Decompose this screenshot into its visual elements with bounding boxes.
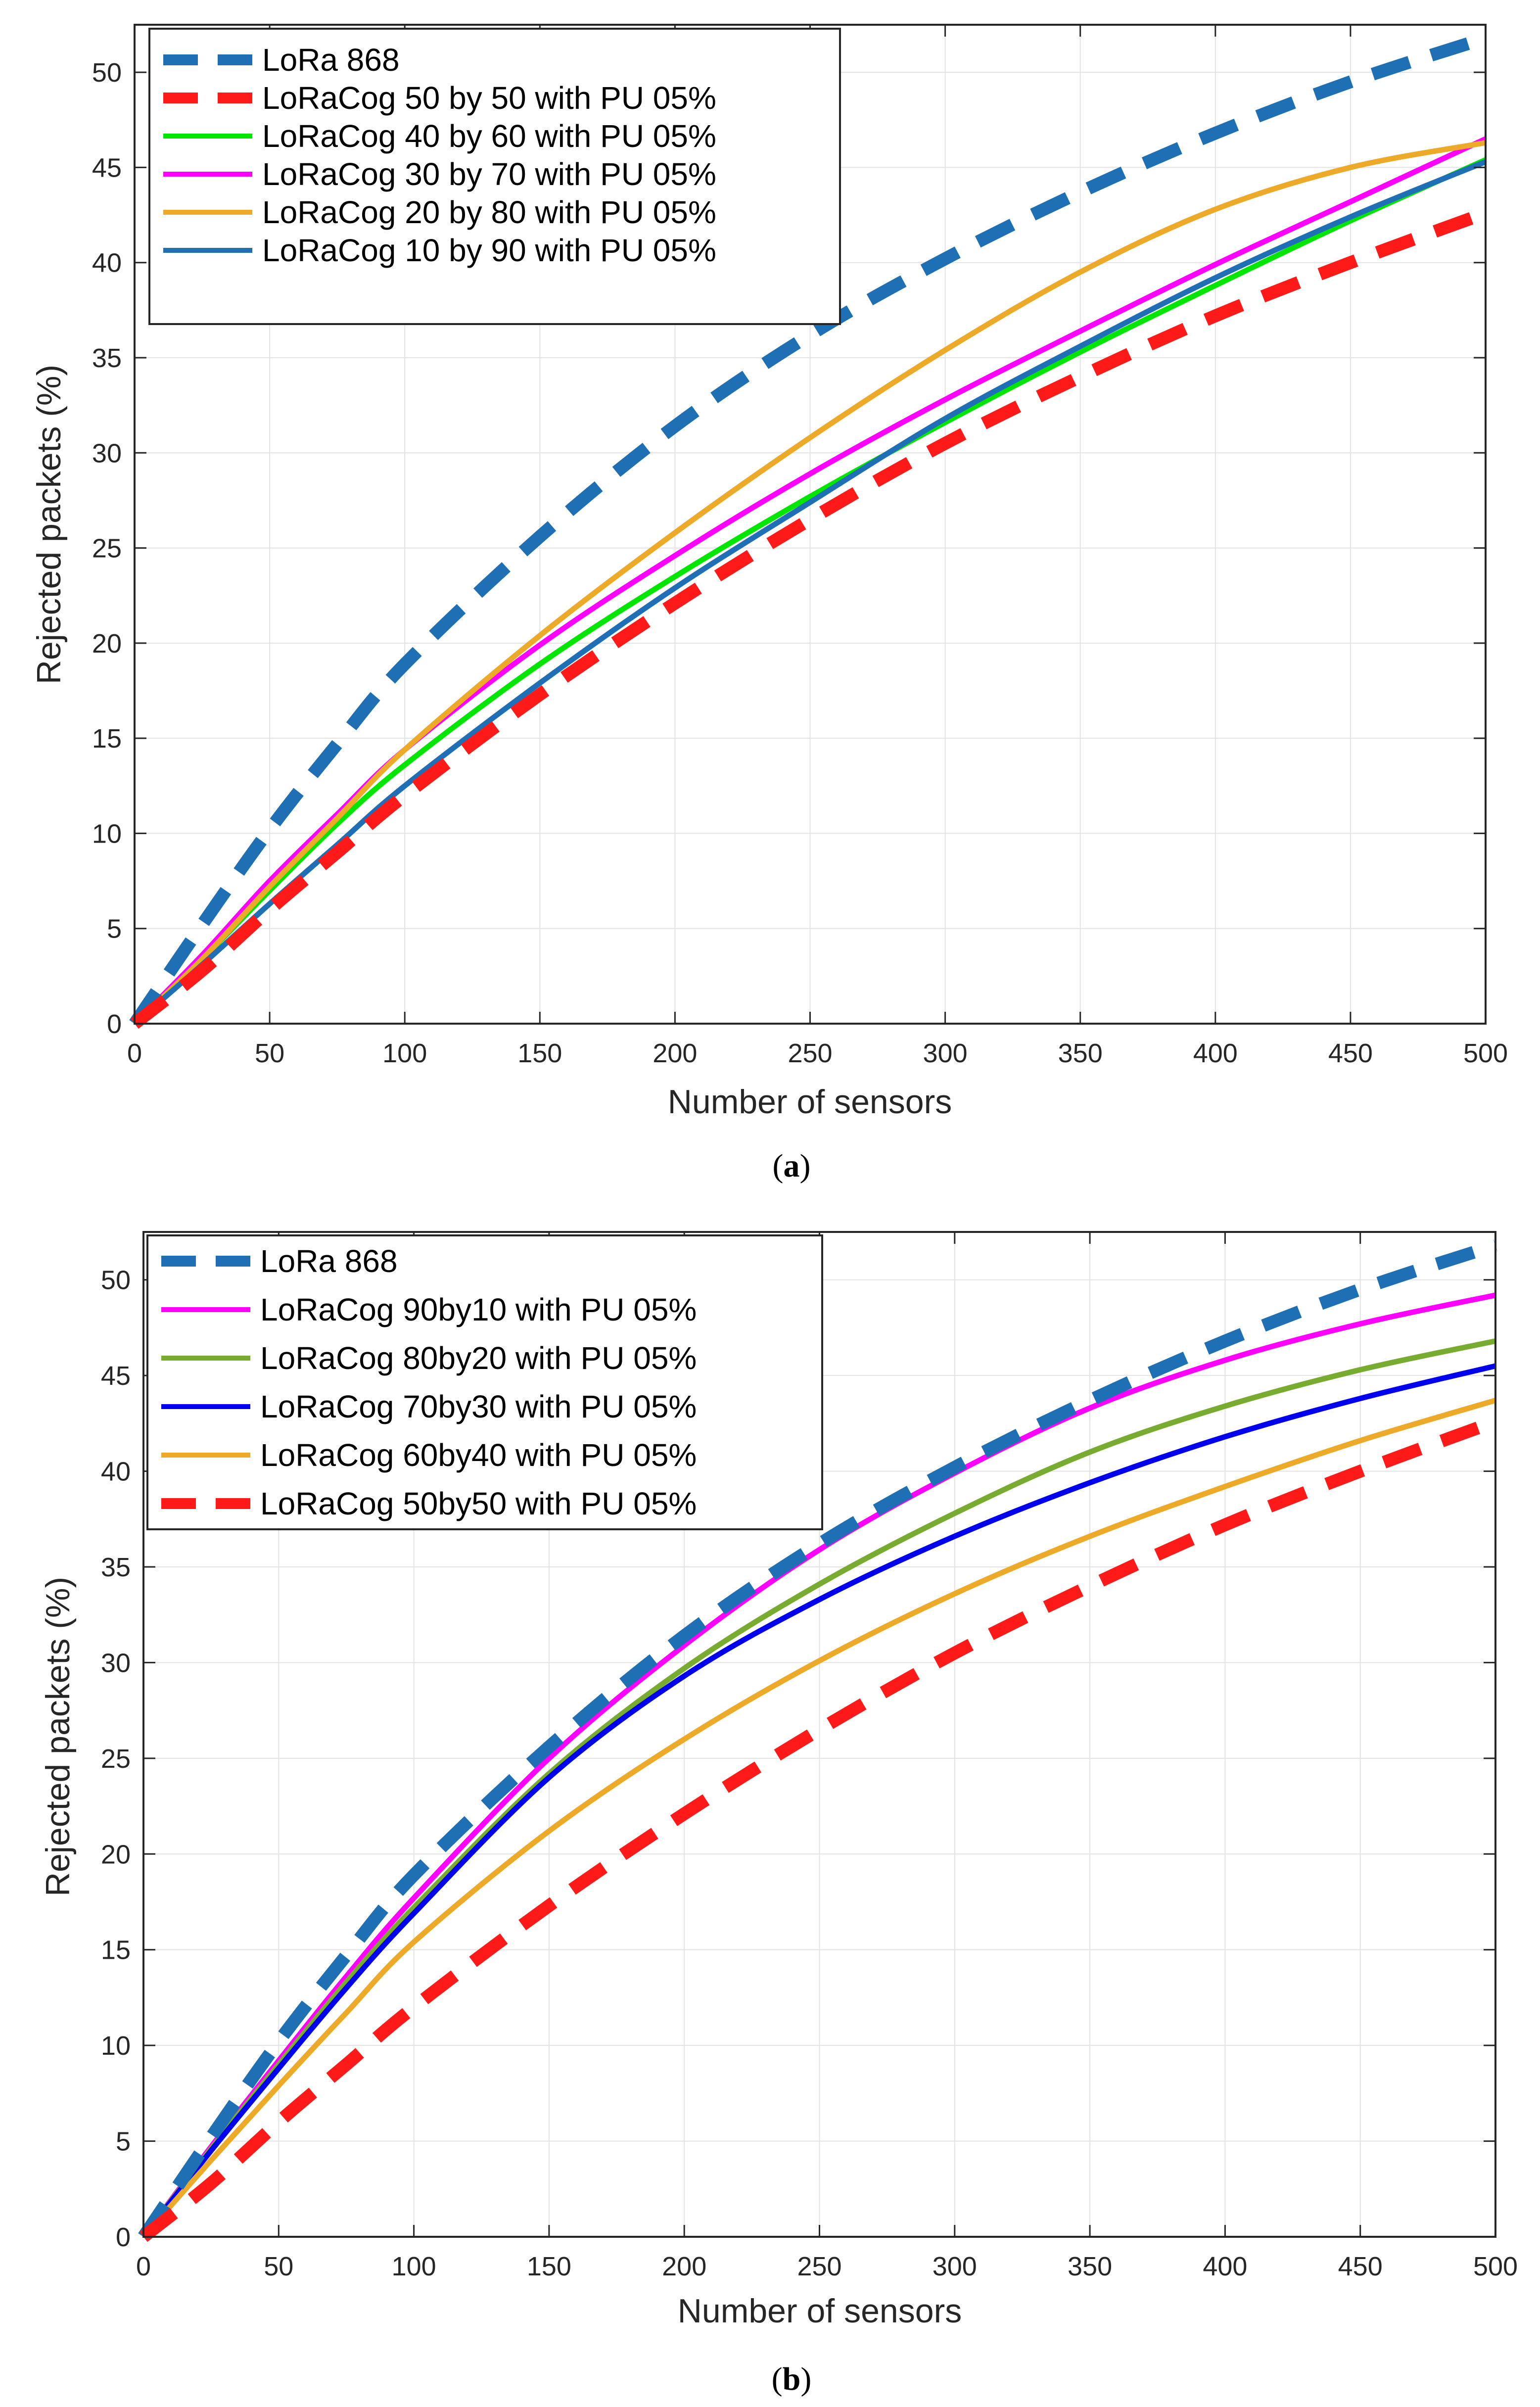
figure-caption-a: (a): [773, 1148, 811, 1184]
series-lines: [138, 1239, 1498, 2242]
x-tick-label: 500: [1473, 2252, 1518, 2281]
y-tick-label: 40: [92, 248, 122, 278]
x-tick-label: 300: [923, 1038, 968, 1068]
x-tick-label: 300: [933, 2252, 977, 2281]
y-tick-labels: 0 5 10 15 20 25 30 35 40 45 50: [101, 1266, 131, 2252]
legend-label-lora-868: LoRa 868: [262, 42, 400, 78]
y-tick-label: 5: [116, 2127, 131, 2157]
legend-label-loracog-90by10-with-pu-05pct: LoRaCog 90by10 with PU 05%: [260, 1292, 697, 1327]
series-line-loracog-60by40-with-pu-05pct: [141, 1398, 1496, 2239]
y-tick-label: 15: [92, 724, 122, 754]
legend-label-loracog-30-by-70-with-pu-05pct: LoRaCog 30 by 70 with PU 05%: [262, 156, 716, 192]
series-line-lora-868: [138, 1239, 1498, 2241]
y-tick-label: 45: [92, 153, 122, 183]
x-tick-label: 50: [255, 1038, 284, 1068]
x-tick-label: 100: [382, 1038, 427, 1068]
chart-panel-b: 0 50 100 150 200 250 300 350 400 450 500 0 5 10 15 20 2…: [39, 1231, 1518, 2397]
y-tick-label: 35: [92, 343, 122, 373]
caption-letter: b: [783, 2361, 801, 2397]
x-tick-label: 100: [392, 2252, 436, 2281]
y-tick-label: 45: [101, 1361, 131, 1391]
x-tick-label: 450: [1328, 1038, 1373, 1068]
y-tick-label: 30: [101, 1648, 131, 1678]
y-tick-label: 10: [92, 819, 122, 849]
x-tick-labels: 0 50 100 150 200 250 300 350 400 450 500: [127, 1038, 1508, 1068]
series-line-loracog-50by50-with-pu-05pct: [139, 1415, 1498, 2242]
legend-label-lora-868: LoRa 868: [260, 1243, 398, 1279]
x-tick-label: 150: [527, 2252, 571, 2281]
legend-label-loracog-60by40-with-pu-05pct: LoRaCog 60by40 with PU 05%: [260, 1437, 697, 1473]
axis-ticks: [142, 1232, 1496, 2238]
x-tick-label: 50: [264, 2252, 293, 2281]
x-tick-label: 250: [797, 2252, 841, 2281]
x-tick-label: 350: [1068, 2252, 1112, 2281]
y-tick-label: 20: [92, 629, 122, 659]
y-tick-label: 50: [92, 58, 122, 88]
legend-label-loracog-20-by-80-with-pu-05pct: LoRaCog 20 by 80 with PU 05%: [262, 194, 716, 230]
series-line-loracog-70by30-with-pu-05pct: [141, 1363, 1496, 2239]
y-tick-label: 15: [101, 1935, 131, 1965]
y-tick-label: 20: [101, 1840, 131, 1869]
legend-label-loracog-40-by-60-with-pu-05pct: LoRaCog 40 by 60 with PU 05%: [262, 118, 716, 154]
y-tick-label: 10: [101, 2031, 131, 2061]
x-tick-label: 200: [653, 1038, 697, 1068]
x-tick-labels: 0 50 100 150 200 250 300 350 400 450 500: [136, 2252, 1518, 2281]
x-tick-label: 400: [1203, 2252, 1247, 2281]
x-tick-label: 0: [136, 2252, 151, 2281]
x-axis-label: Number of sensors: [678, 2292, 962, 2330]
legend-label-loracog-70by30-with-pu-05pct: LoRaCog 70by30 with PU 05%: [260, 1389, 697, 1424]
x-tick-label: 500: [1463, 1038, 1508, 1068]
legend-box: [148, 28, 841, 325]
figure-caption-b: (b): [772, 2361, 812, 2397]
legend-label-loracog-50by50-with-pu-05pct: LoRaCog 50by50 with PU 05%: [260, 1486, 697, 1521]
x-tick-label: 250: [788, 1038, 832, 1068]
series-line-loracog-80by20-with-pu-05pct: [141, 1338, 1496, 2239]
y-axis-label: Rejected packets (%): [39, 1577, 77, 1896]
x-tick-label: 450: [1338, 2252, 1383, 2281]
y-tick-label: 35: [101, 1553, 131, 1582]
legend-label-loracog-80by20-with-pu-05pct: LoRaCog 80by20 with PU 05%: [260, 1340, 697, 1376]
x-tick-label: 400: [1193, 1038, 1238, 1068]
x-tick-label: 0: [127, 1038, 142, 1068]
legend-box: [146, 1234, 823, 1530]
y-tick-label: 5: [107, 914, 122, 944]
x-axis-label: Number of sensors: [668, 1083, 952, 1121]
y-tick-label: 25: [101, 1744, 131, 1774]
y-tick-labels: 0 5 10 15 20 25 30 35 40 45 50: [92, 58, 122, 1039]
y-tick-label: 0: [116, 2222, 131, 2252]
x-tick-label: 200: [662, 2252, 706, 2281]
x-tick-label: 150: [517, 1038, 562, 1068]
legend-label-loracog-50-by-50-with-pu-05pct: LoRaCog 50 by 50 with PU 05%: [262, 80, 716, 116]
series-line-loracog-40-by-60-with-pu-05pct: [133, 157, 1487, 1026]
series-line-loracog-50-by-50-with-pu-05pct: [130, 207, 1488, 1029]
series-line-loracog-20-by-80-with-pu-05pct: [133, 140, 1486, 1026]
series-line-lora-868: [129, 32, 1488, 1028]
y-tick-label: 30: [92, 438, 122, 468]
chart-panel-a: 0 50 100 150 200 250 300 350 400 450 500 0 5 10 15 20 2…: [30, 24, 1508, 1184]
caption-letter: a: [784, 1148, 800, 1184]
y-tick-label: 25: [92, 534, 122, 564]
series-lines: [129, 32, 1488, 1029]
legend-label-loracog-10-by-90-with-pu-05pct: LoRaCog 10 by 90 with PU 05%: [262, 233, 716, 268]
series-line-loracog-30-by-70-with-pu-05pct: [133, 136, 1487, 1026]
legend: LoRa 868 LoRaCog 90by10 with PU 05% LoRaCo…: [146, 1234, 823, 1530]
y-tick-label: 40: [101, 1457, 131, 1487]
y-axis-label: Rejected packets (%): [30, 365, 68, 684]
y-tick-label: 50: [101, 1266, 131, 1295]
x-tick-label: 350: [1058, 1038, 1103, 1068]
y-tick-label: 0: [107, 1009, 122, 1039]
